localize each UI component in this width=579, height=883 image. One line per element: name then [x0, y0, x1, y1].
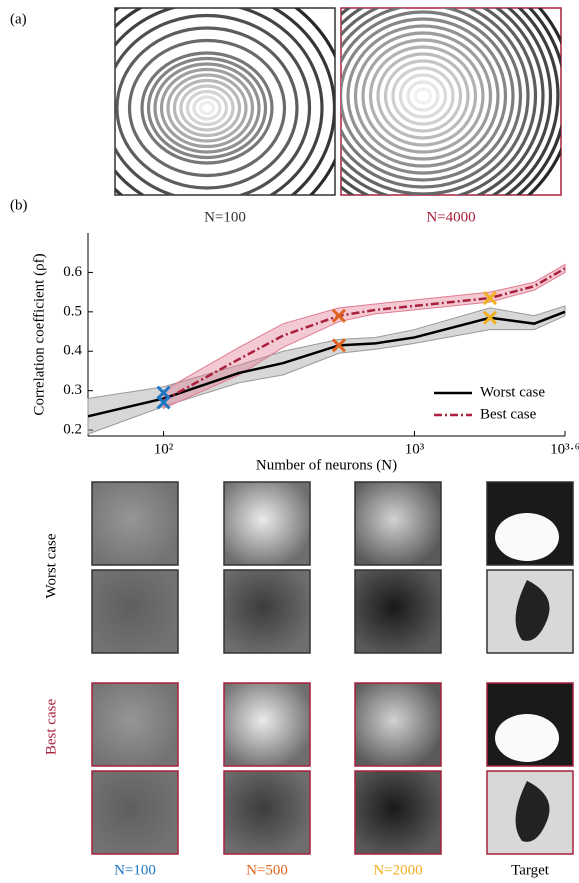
row-label: Worst case: [43, 533, 59, 598]
legend-label: Worst case: [480, 384, 545, 400]
x-tick-label: 10²: [154, 441, 174, 457]
reconstruction-image: [224, 482, 310, 565]
reconstruction-image: [355, 482, 441, 565]
reconstruction-image: [355, 570, 441, 653]
reconstruction-image: [92, 683, 178, 766]
reconstruction-image: [92, 482, 178, 565]
target-shape: [495, 714, 559, 762]
column-label: N=500: [246, 862, 288, 878]
column-label: N=100: [114, 862, 156, 878]
column-label: Target: [511, 862, 550, 878]
figure: (a) (b) N=100 N=4000 0.2 0.3 0.4 0.5 0.6 10² 10³…: [0, 0, 579, 883]
reconstruction-image: [355, 771, 441, 854]
reconstruction-image: [224, 683, 310, 766]
y-tick-label: 0.4: [63, 343, 82, 359]
column-label: N=2000: [373, 862, 422, 878]
panel-label: (b): [10, 197, 28, 213]
reconstruction-image: [224, 570, 310, 653]
panel-label: (a): [10, 11, 27, 27]
y-axis-label: Correlation coefficient (ρf): [31, 253, 47, 415]
row-label: Best case: [43, 699, 59, 756]
x-axis-label: Number of neurons (N): [256, 457, 397, 473]
x-tick-label: 10³·⁶: [550, 441, 579, 457]
reconstruction-image: [92, 771, 178, 854]
legend-label: Best case: [480, 406, 537, 422]
reconstruction-image: [92, 570, 178, 653]
target-shape: [495, 513, 559, 561]
reconstruction-image: [355, 683, 441, 766]
reconstruction-image: [224, 771, 310, 854]
y-tick-label: 0.3: [63, 382, 82, 398]
y-tick-label: 0.5: [63, 303, 82, 319]
y-tick-label: 0.6: [63, 264, 82, 280]
y-tick-label: 0.2: [63, 422, 82, 438]
panel-a-caption: N=100: [204, 209, 246, 225]
panel-a-caption: N=4000: [426, 209, 475, 225]
x-tick-label: 10³: [405, 441, 425, 457]
